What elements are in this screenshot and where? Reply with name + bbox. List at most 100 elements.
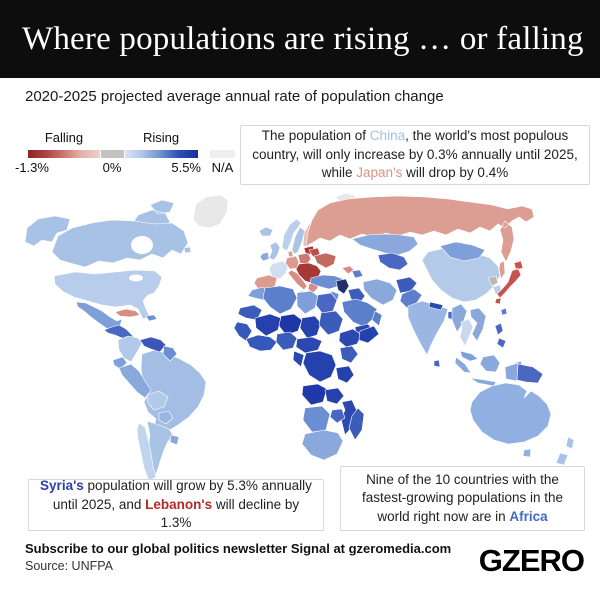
country-mali [254,313,282,337]
country-south-africa [301,429,344,461]
country-new-zealand [555,436,575,466]
country-france [268,260,289,280]
country-iran [362,278,398,306]
country-mozambique [340,399,358,436]
island-tasmania [522,448,532,458]
country-angola [301,383,328,406]
country-cuba [114,308,141,318]
country-philippines [494,322,507,349]
country-norway [281,218,302,252]
region-west-new-guinea [504,362,519,382]
country-australia [469,382,552,445]
country-sudan [318,310,344,336]
legend-min-tick: -1.3% [15,160,49,175]
country-ethiopia [338,328,363,348]
title-bar: Where populations are rising … or fallin… [0,0,600,78]
country-ireland [259,251,270,262]
country-ukraine [313,252,337,269]
country-ecuador [112,356,128,370]
legend-falling-label: Falling [44,130,84,145]
country-venezuela [139,336,167,353]
color-legend: Falling Rising -1.3% 0% 5.5% N/A [15,130,260,180]
country-denmark [287,250,294,258]
great-lakes [129,274,143,282]
country-madagascar [348,407,365,441]
country-canada [51,219,189,268]
country-paraguay [158,410,174,425]
country-afghanistan [395,276,418,294]
country-usa [53,269,163,320]
country-north-korea [487,275,499,287]
gzero-logo: GZERO [478,543,585,578]
country-libya [296,290,319,315]
country-oman [371,310,383,327]
country-iceland [258,226,274,237]
country-kazakhstan [351,233,419,256]
country-poland [297,252,312,265]
country-algeria [262,285,298,315]
country-chad [299,315,322,339]
country-japan [494,260,524,305]
annotation-syria-lebanon: Syria's population will grow by 5.3% ann… [28,478,324,531]
region-guyanas [162,345,178,362]
country-somalia [358,325,380,344]
legend-falling-gradient-bar [28,150,100,158]
island-sumatra [454,356,472,374]
country-belarus [308,247,321,258]
country-thailand [459,318,474,347]
country-nepal [428,301,444,311]
world-choropleth-map [24,192,575,482]
country-niger [278,313,303,336]
country-colombia [117,335,143,363]
country-zambia [324,387,345,405]
country-malaysia [459,350,479,362]
country-alaska [24,215,71,247]
region-cameroon-car [295,336,323,354]
country-uruguay [169,434,180,446]
region-kenya-uganda [339,345,359,364]
chart-subtitle: 2020-2025 projected average annual rate … [25,88,444,105]
country-mongolia [439,241,486,262]
source-credit: Source: UNFPA [25,559,113,573]
legend-na-swatch [210,150,235,158]
country-egypt [315,292,338,314]
hudson-bay [131,236,153,254]
country-iraq [347,287,366,305]
region-gabon-congo [292,350,305,368]
country-saudi-arabia [341,298,378,328]
legend-na-label: N/A [211,160,234,175]
country-tanzania [335,365,355,384]
legend-max-tick: 5.5% [171,160,201,175]
legend-zero-tick: 0% [102,160,122,175]
country-newfoundland [183,246,192,254]
region-senegal-guinea [233,321,253,342]
annotation-africa: Nine of the 10 countries with the fastes… [340,466,585,531]
island-java [469,377,497,387]
page-title: Where populations are rising … or fallin… [22,20,584,57]
legend-rising-label: Rising [142,130,180,145]
legend-rising-gradient-bar [125,150,198,158]
country-uk [268,241,281,261]
country-drc [302,350,337,383]
country-papua-new-guinea [516,363,544,384]
region-west-africa [245,334,278,352]
country-syria [335,278,350,295]
country-georgia [341,265,355,275]
annotation-china-japan: The population of China, the world's mos… [240,125,590,185]
country-taiwan [500,307,508,316]
region-vietnam-laos [469,307,487,342]
country-azerbaijan [351,269,364,279]
country-greenland [192,194,229,229]
island-borneo [479,354,501,373]
region-hispaniola [145,314,158,322]
annotation-syria-lebanon-text: Syria's population will grow by 5.3% ann… [40,478,312,531]
country-zimbabwe [329,408,346,424]
country-bolivia [146,390,169,411]
country-nigeria [275,331,298,351]
annotation-china-japan-text: The population of China, the world's mos… [252,128,578,181]
newsletter-note: Subscribe to our global politics newslet… [25,541,452,556]
legend-neutral-bar [101,150,124,158]
country-sri-lanka [433,359,441,368]
annotation-africa-text: Nine of the 10 countries with the fastes… [361,471,564,524]
